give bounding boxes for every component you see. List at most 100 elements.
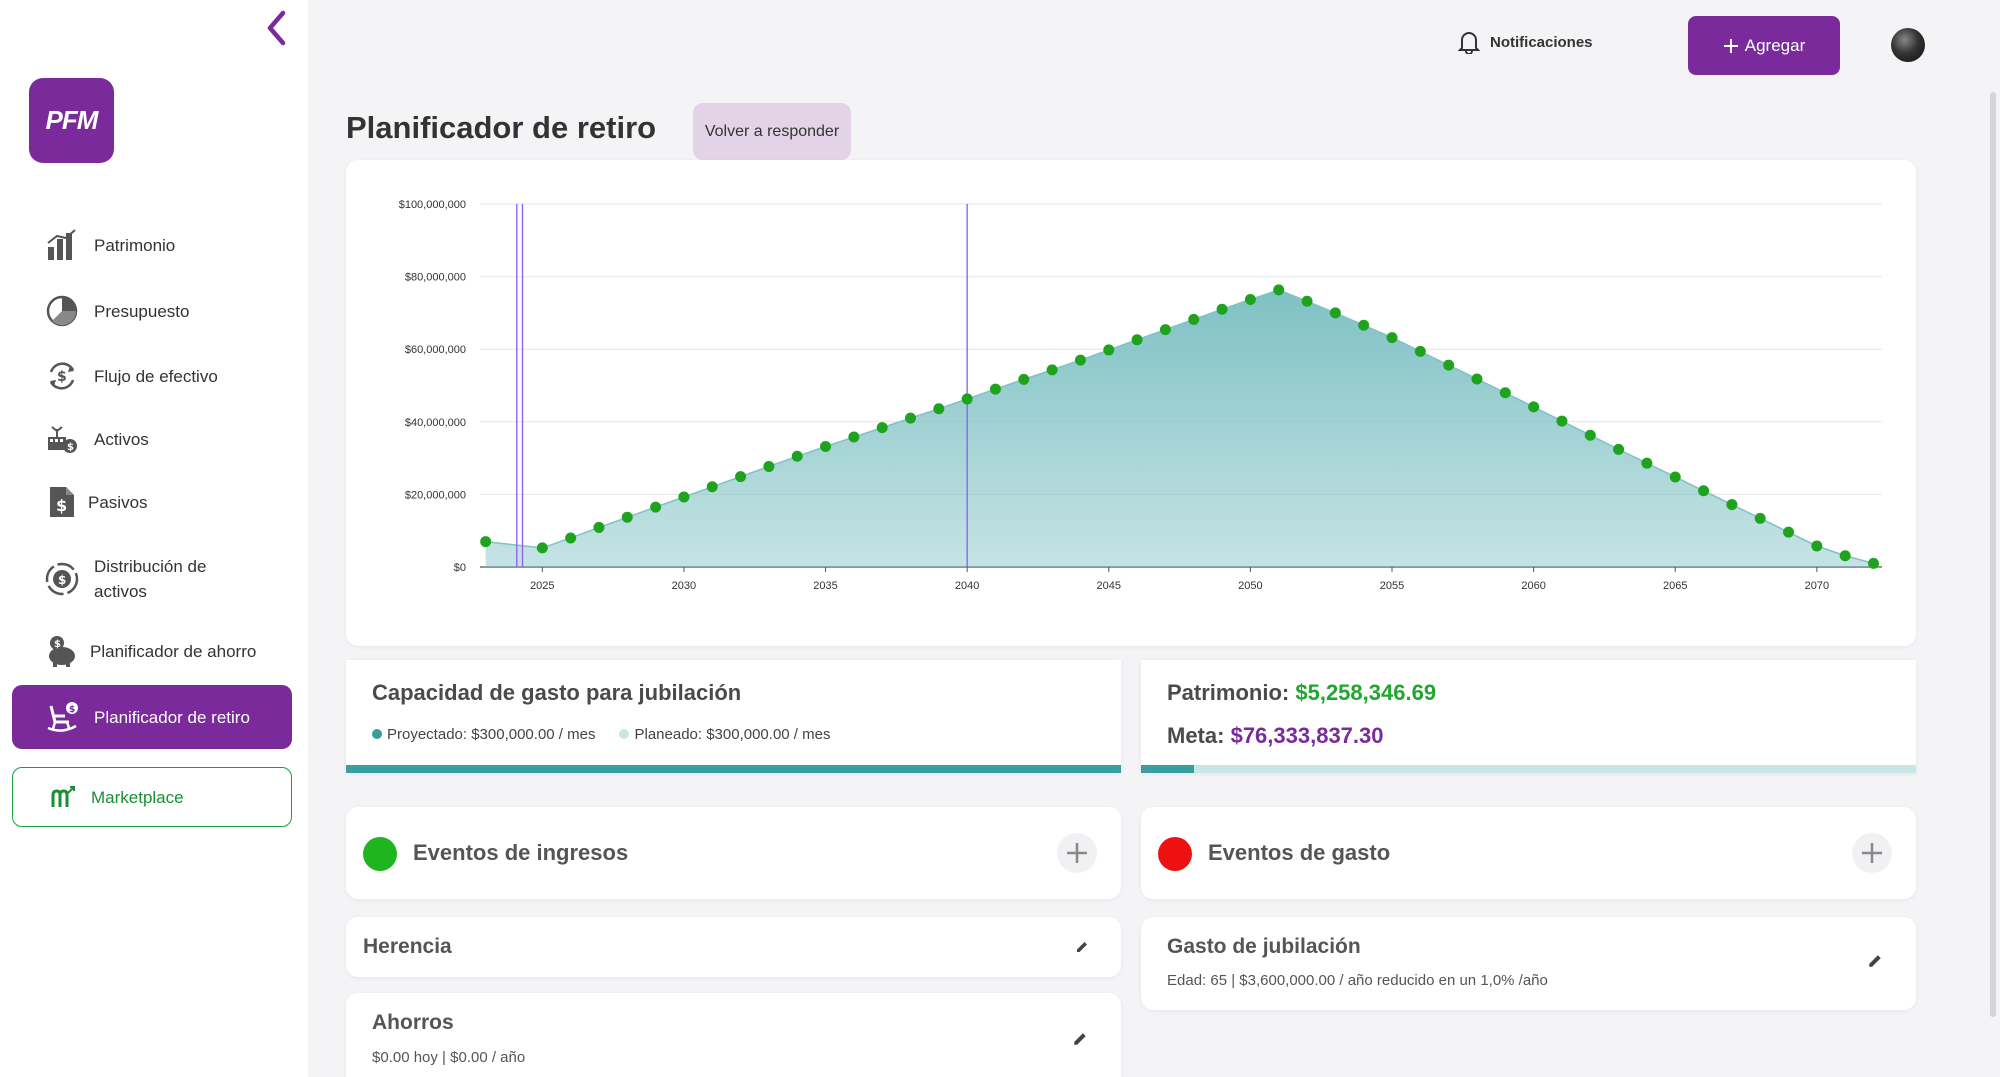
sidebar-item-presupuesto[interactable]: Presupuesto — [12, 288, 292, 334]
pfm-logo[interactable]: PFM — [29, 78, 114, 163]
add-expense-event-button[interactable] — [1852, 833, 1892, 873]
sidebar-item-label: Planificador de retiro — [94, 707, 250, 727]
capacity-progress-fill — [346, 765, 1121, 773]
data-point — [791, 450, 803, 462]
svg-text:$: $ — [58, 573, 66, 587]
x-tick-label: 2055 — [1380, 580, 1404, 592]
event-title: Herencia — [363, 935, 452, 958]
x-tick-label: 2045 — [1097, 580, 1121, 592]
income-event-herencia[interactable]: Herencia — [346, 917, 1121, 977]
data-point — [593, 521, 605, 533]
x-tick-label: 2065 — [1663, 580, 1687, 592]
data-point — [1386, 332, 1398, 344]
y-tick-label: $60,000,000 — [405, 344, 466, 356]
data-point — [1131, 334, 1143, 346]
data-point — [848, 431, 860, 443]
sidebar-item-pasivos[interactable]: $ Pasivos — [12, 479, 292, 525]
data-point — [565, 532, 577, 544]
expense-event-jubilacion[interactable]: Gasto de jubilación Edad: 65 | $3,600,00… — [1141, 917, 1916, 1010]
data-point — [1839, 550, 1851, 562]
capacity-legend: Proyectado: $300,000.00 / mes Planeado: … — [372, 726, 830, 743]
data-point — [1273, 284, 1285, 296]
add-button[interactable]: Agregar — [1688, 16, 1840, 75]
retirement-chart-card: $100,000,000 $80,000,000 $60,000,000 $40,00… — [346, 160, 1916, 646]
data-point — [480, 536, 492, 548]
data-point — [876, 422, 888, 434]
retirement-projection-chart: $100,000,000 $80,000,000 $60,000,000 $40,00… — [399, 199, 1882, 592]
x-tick-label: 2040 — [955, 580, 979, 592]
event-title: Gasto de jubilación — [1167, 935, 1361, 958]
edit-pencil-icon[interactable] — [1861, 947, 1889, 975]
sidebar-item-flujo[interactable]: $ Flujo de efectivo — [12, 353, 292, 399]
pie-chart-icon — [42, 291, 82, 331]
x-tick-label: 2035 — [813, 580, 837, 592]
expense-dot — [1158, 837, 1192, 871]
patrimonio-value: $5,258,346.69 — [1295, 680, 1437, 705]
sidebar-item-patrimonio[interactable]: Patrimonio — [12, 222, 292, 268]
patrimonio-card: Patrimonio: $5,258,346.69 Meta: $76,333,… — [1141, 660, 1916, 773]
sidebar-item-label: Planificador de ahorro — [90, 641, 257, 661]
data-point — [1783, 526, 1795, 538]
y-tick-label: $40,000,000 — [405, 417, 466, 429]
y-tick-label: $0 — [454, 562, 466, 574]
sidebar-item-label: Flujo de efectivo — [94, 366, 218, 386]
income-event-ahorros[interactable]: Ahorros $0.00 hoy | $0.00 / año — [346, 993, 1121, 1077]
data-point — [536, 542, 548, 554]
data-point — [1159, 324, 1171, 336]
data-point — [1414, 345, 1426, 357]
edit-pencil-icon[interactable] — [1068, 933, 1096, 961]
data-point — [1698, 485, 1710, 497]
sidebar-item-retiro[interactable]: $ Planificador de retiro — [12, 685, 292, 749]
sidebar-item-label: Activos — [94, 429, 149, 449]
notifications-button[interactable]: Notificaciones — [1458, 30, 1593, 54]
event-title: Ahorros — [372, 1011, 454, 1034]
redo-button[interactable]: Volver a responder — [693, 103, 851, 160]
distribution-icon: $ — [42, 559, 82, 599]
data-point — [1074, 354, 1086, 366]
planned-text: Planeado: $300,000.00 / mes — [634, 726, 831, 743]
sidebar-item-label: Pasivos — [88, 492, 148, 512]
data-point — [820, 440, 832, 452]
goal-label: Meta: — [1167, 723, 1225, 748]
y-tick-label: $20,000,000 — [405, 489, 466, 501]
y-tick-label: $100,000,000 — [399, 199, 466, 211]
data-point — [1216, 303, 1228, 315]
sidebar: PFM Patrimonio Presupuesto $ Flujo de ef… — [0, 0, 308, 1077]
patrimonio-line: Patrimonio: $5,258,346.69 — [1167, 680, 1436, 706]
planned-dot — [619, 729, 630, 739]
data-point — [1868, 557, 1880, 569]
y-tick-label: $80,000,000 — [405, 272, 466, 284]
data-point — [933, 403, 945, 415]
projected-dot — [372, 729, 382, 739]
avatar[interactable] — [1891, 28, 1925, 62]
page-scrollbar[interactable] — [1990, 92, 1996, 1017]
data-point — [1584, 429, 1596, 441]
liabilities-icon: $ — [42, 482, 82, 522]
income-events-header: Eventos de ingresos — [346, 807, 1121, 899]
expense-events-title: Eventos de gasto — [1208, 840, 1391, 865]
x-tick-label: 2025 — [530, 580, 554, 592]
assets-icon: $ — [42, 419, 82, 459]
bar-chart-icon — [42, 225, 82, 265]
data-point — [621, 511, 633, 523]
x-tick-label: 2060 — [1521, 580, 1545, 592]
data-point — [1244, 293, 1256, 305]
income-dot — [363, 837, 397, 871]
edit-pencil-icon[interactable] — [1066, 1025, 1094, 1053]
sidebar-item-label: Patrimonio — [94, 235, 176, 255]
plus-icon — [1723, 38, 1738, 53]
data-point — [1358, 319, 1370, 331]
patrimonio-progress-bar — [1141, 765, 1916, 773]
sidebar-item-ahorro[interactable]: $ Planificador de ahorro — [12, 628, 292, 674]
data-point — [1811, 540, 1823, 552]
event-subtitle: $0.00 hoy | $0.00 / año — [372, 1049, 526, 1066]
sidebar-item-activos[interactable]: $ Activos — [12, 416, 292, 462]
sidebar-item-marketplace[interactable]: Marketplace — [12, 767, 292, 827]
add-income-event-button[interactable] — [1057, 833, 1097, 873]
page-title: Planificador de retiro — [346, 110, 657, 145]
event-subtitle: Edad: 65 | $3,600,000.00 / año reducido … — [1167, 972, 1548, 989]
add-button-label: Agregar — [1744, 35, 1806, 55]
collapse-sidebar-button[interactable] — [258, 8, 294, 48]
sidebar-item-distribucion[interactable]: $ Distribución de activos — [12, 551, 292, 607]
cash-flow-icon: $ — [42, 356, 82, 396]
